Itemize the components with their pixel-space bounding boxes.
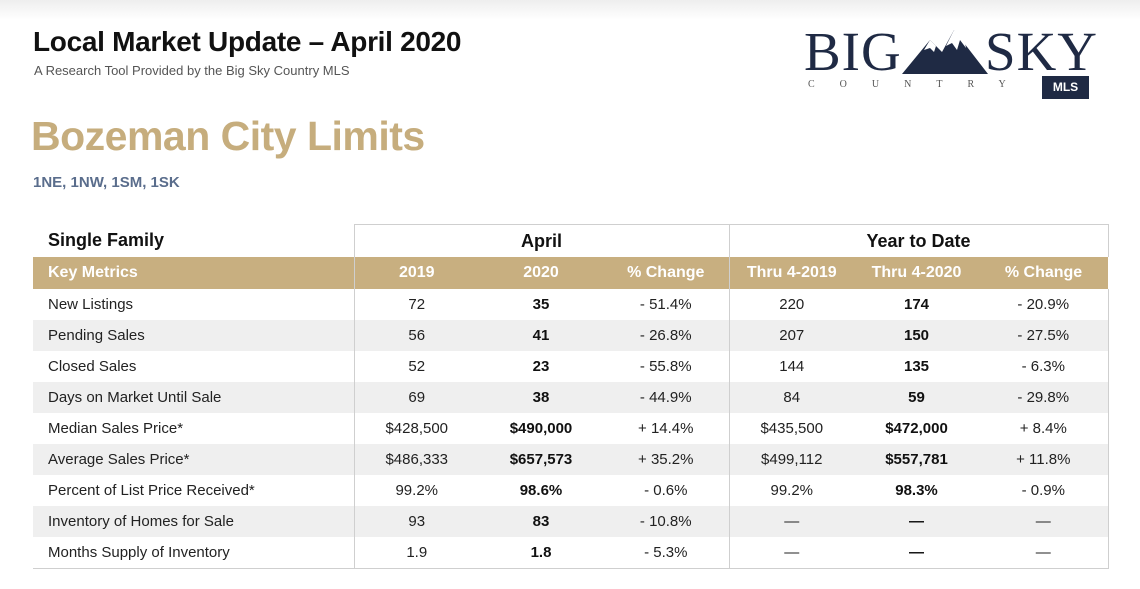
column-header: Key Metrics (33, 257, 354, 289)
logo-word-sky: SKY (985, 21, 1099, 82)
table-row: Average Sales Price* $486,333 $657,573 +… (33, 444, 1109, 475)
table-cell: $472,000 (885, 420, 948, 437)
table-row: Days on Market Until Sale 69 38 - 44.9% … (33, 382, 1109, 413)
table-cell: 83 (479, 506, 603, 537)
logo-word-big: BIG (804, 21, 902, 82)
table-cell: — (979, 537, 1109, 569)
table-cell: 35 (532, 296, 550, 313)
table-group-header: Single Family April Year to Date (33, 224, 1109, 257)
table-cell: — (854, 537, 980, 569)
table-row: Inventory of Homes for Sale 93 83 - 10.8… (33, 506, 1109, 537)
table-row: Closed Sales 52 23 - 55.8% 144 135 - 6.3… (33, 351, 1109, 382)
column-header: Thru 4-2019 (728, 257, 855, 289)
table-cell: + 8.4% (979, 413, 1109, 444)
area-codes: 1NE, 1NW, 1SM, 1SK (33, 174, 180, 191)
metric-label: Months Supply of Inventory (33, 537, 354, 569)
table-cell: 174 (904, 296, 930, 313)
table-cell: - 51.4% (639, 296, 692, 313)
area-name: Bozeman City Limits (31, 113, 425, 159)
table-cell: 56 (353, 320, 479, 351)
mountain-icon (902, 30, 988, 74)
table-cell: 99.2% (728, 475, 855, 506)
table-cell: 23 (532, 358, 550, 375)
column-header: 2019 (353, 257, 479, 289)
top-bar (0, 0, 1140, 20)
logo-tagline: COUNTRY (808, 79, 1031, 90)
metric-label: Percent of List Price Received* (48, 482, 255, 499)
table-cell: 38 (479, 382, 603, 413)
table-cell: 1.9 (353, 537, 479, 569)
table-cell: $557,781 (854, 444, 980, 475)
table-cell: 41 (479, 320, 603, 351)
table-cell: 98.6% (519, 482, 563, 499)
table-cell: $657,573 (479, 444, 603, 475)
table-cell: - 29.8% (979, 382, 1109, 413)
table-cell: + 14.4% (638, 420, 694, 437)
table-cell: 144 (728, 351, 855, 382)
table-cell: $486,333 (353, 444, 479, 475)
table-cell: 59 (854, 382, 980, 413)
metric-label: Days on Market Until Sale (33, 382, 354, 413)
column-header: % Change (979, 257, 1109, 289)
table-cell: 99.2% (353, 475, 479, 506)
table-cell: 72 (353, 289, 479, 320)
metric-label: Median Sales Price* (48, 420, 184, 437)
table-cell: 220 (728, 289, 855, 320)
table-cell: — (728, 537, 855, 569)
table-cell: - 44.9% (603, 382, 730, 413)
section-label: Single Family (33, 224, 354, 257)
big-sky-country-mls-logo: BIG SKY COUNTRY MLS (800, 22, 1105, 102)
table-cell: - 5.3% (603, 537, 730, 569)
metric-label: Inventory of Homes for Sale (33, 506, 354, 537)
table-cell: 52 (353, 351, 479, 382)
table-cell: $499,112 (728, 444, 855, 475)
table-cell: 93 (353, 506, 479, 537)
table-cell: - 20.9% (979, 289, 1109, 320)
table-cell: - 10.8% (603, 506, 730, 537)
table-row: Percent of List Price Received* 99.2% 98… (33, 475, 1109, 506)
page-title: Local Market Update – April 2020 (33, 26, 462, 57)
table-cell: — (979, 506, 1109, 537)
table-cell: - 27.5% (979, 320, 1109, 351)
table-row: Pending Sales 56 41 - 26.8% 207 150 - 27… (33, 320, 1109, 351)
metric-label: New Listings (48, 296, 134, 313)
table-cell: 135 (904, 358, 930, 375)
table-cell: — (854, 506, 980, 537)
column-header: 2020 (479, 257, 603, 289)
table-cell: - 0.9% (979, 475, 1109, 506)
market-metrics-table: Single Family April Year to Date Key Met… (33, 224, 1109, 569)
table-cell: 1.8 (479, 537, 603, 569)
table-cell: 69 (353, 382, 479, 413)
table-cell: 84 (728, 382, 855, 413)
table-cell: 207 (728, 320, 855, 351)
table-cell: + 35.2% (603, 444, 730, 475)
table-cell: 150 (854, 320, 980, 351)
table-cell: $428,500 (353, 413, 479, 444)
table-cell: - 6.3% (979, 351, 1109, 382)
table-column-header: Key Metrics 2019 2020 % Change Thru 4-20… (33, 257, 1109, 289)
table-cell: — (728, 506, 855, 537)
table-cell: - 55.8% (639, 358, 692, 375)
table-cell: $435,500 (728, 413, 855, 444)
metric-label: Pending Sales (33, 320, 354, 351)
metric-label: Average Sales Price* (33, 444, 354, 475)
table-row: Months Supply of Inventory 1.9 1.8 - 5.3… (33, 537, 1109, 569)
column-header: % Change (603, 257, 730, 289)
table-cell: 98.3% (895, 482, 938, 499)
table-cell: - 26.8% (603, 320, 730, 351)
column-header: Thru 4-2020 (854, 257, 980, 289)
table-cell: - 0.6% (644, 482, 688, 499)
logo-mls-badge: MLS (1042, 76, 1089, 99)
group-header-ytd: Year to Date (728, 224, 1109, 257)
table-row: Median Sales Price* $428,500 $490,000 + … (33, 413, 1109, 444)
table-cell: $490,000 (509, 420, 573, 437)
table-cell: + 11.8% (979, 444, 1109, 475)
metric-label: Closed Sales (48, 358, 137, 375)
page-subtitle: A Research Tool Provided by the Big Sky … (34, 63, 350, 78)
table-row: New Listings 72 35 - 51.4% 220 174 - 20.… (33, 289, 1109, 320)
group-header-april: April (353, 224, 730, 257)
